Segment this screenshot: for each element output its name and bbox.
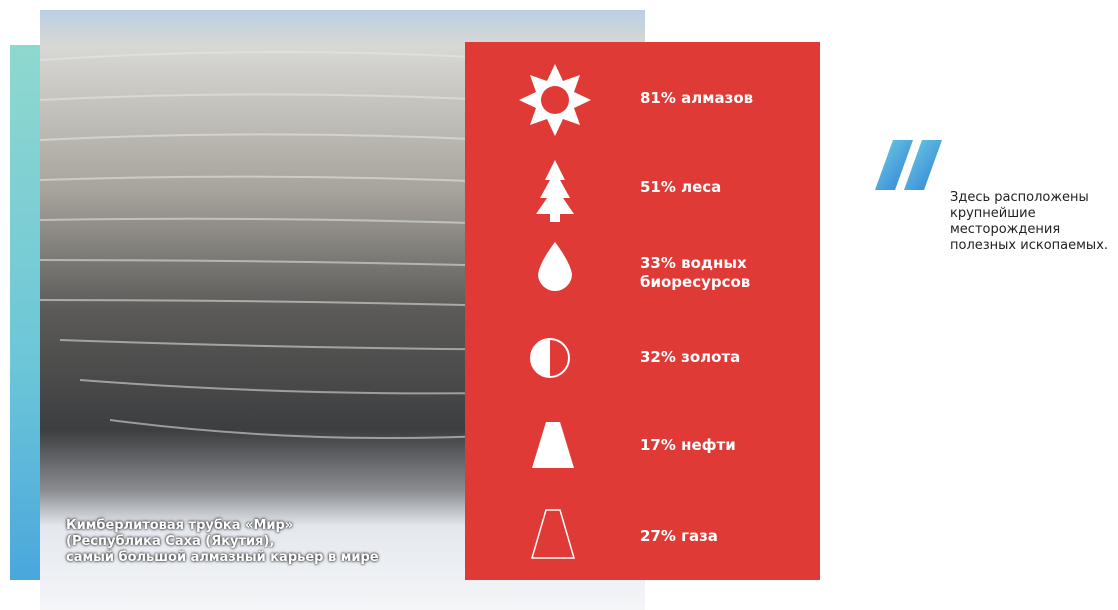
drop-icon <box>538 242 572 291</box>
note-line: Здесь расположены <box>950 190 1089 205</box>
item-label: 17% нефти <box>640 436 736 454</box>
red-panel <box>465 42 820 580</box>
half-circle-icon <box>530 338 570 378</box>
quote-mark <box>875 140 942 190</box>
caption-line: Кимберлитовая трубка «Мир» <box>66 518 294 533</box>
note-line: полезных ископаемых. <box>950 238 1109 253</box>
trapezoid-icon <box>532 422 574 468</box>
item-label: 27% газа <box>640 527 718 545</box>
trapezoid-outline-icon <box>531 509 575 559</box>
photo-caption: Кимберлитовая трубка «Мир» (Республика С… <box>66 518 379 566</box>
item-label: 51% леса <box>640 178 722 196</box>
item-label: 32% золота <box>640 348 741 366</box>
icons <box>519 64 591 559</box>
note-line: крупнейшие <box>950 206 1036 221</box>
side-note: Здесь расположены крупнейшие месторожден… <box>950 190 1108 254</box>
item-label: 33% водных биоресурсов <box>640 254 751 291</box>
sun-icon <box>519 64 591 136</box>
accent-strip <box>10 45 45 580</box>
caption-line: (Республика Саха (Якутия), <box>66 534 275 549</box>
caption-line: самый большой алмазный карьер в мире <box>66 550 379 565</box>
note-line: месторождения <box>950 222 1061 237</box>
item-label: 81% алмазов <box>640 89 754 107</box>
tree-icon <box>536 160 574 222</box>
